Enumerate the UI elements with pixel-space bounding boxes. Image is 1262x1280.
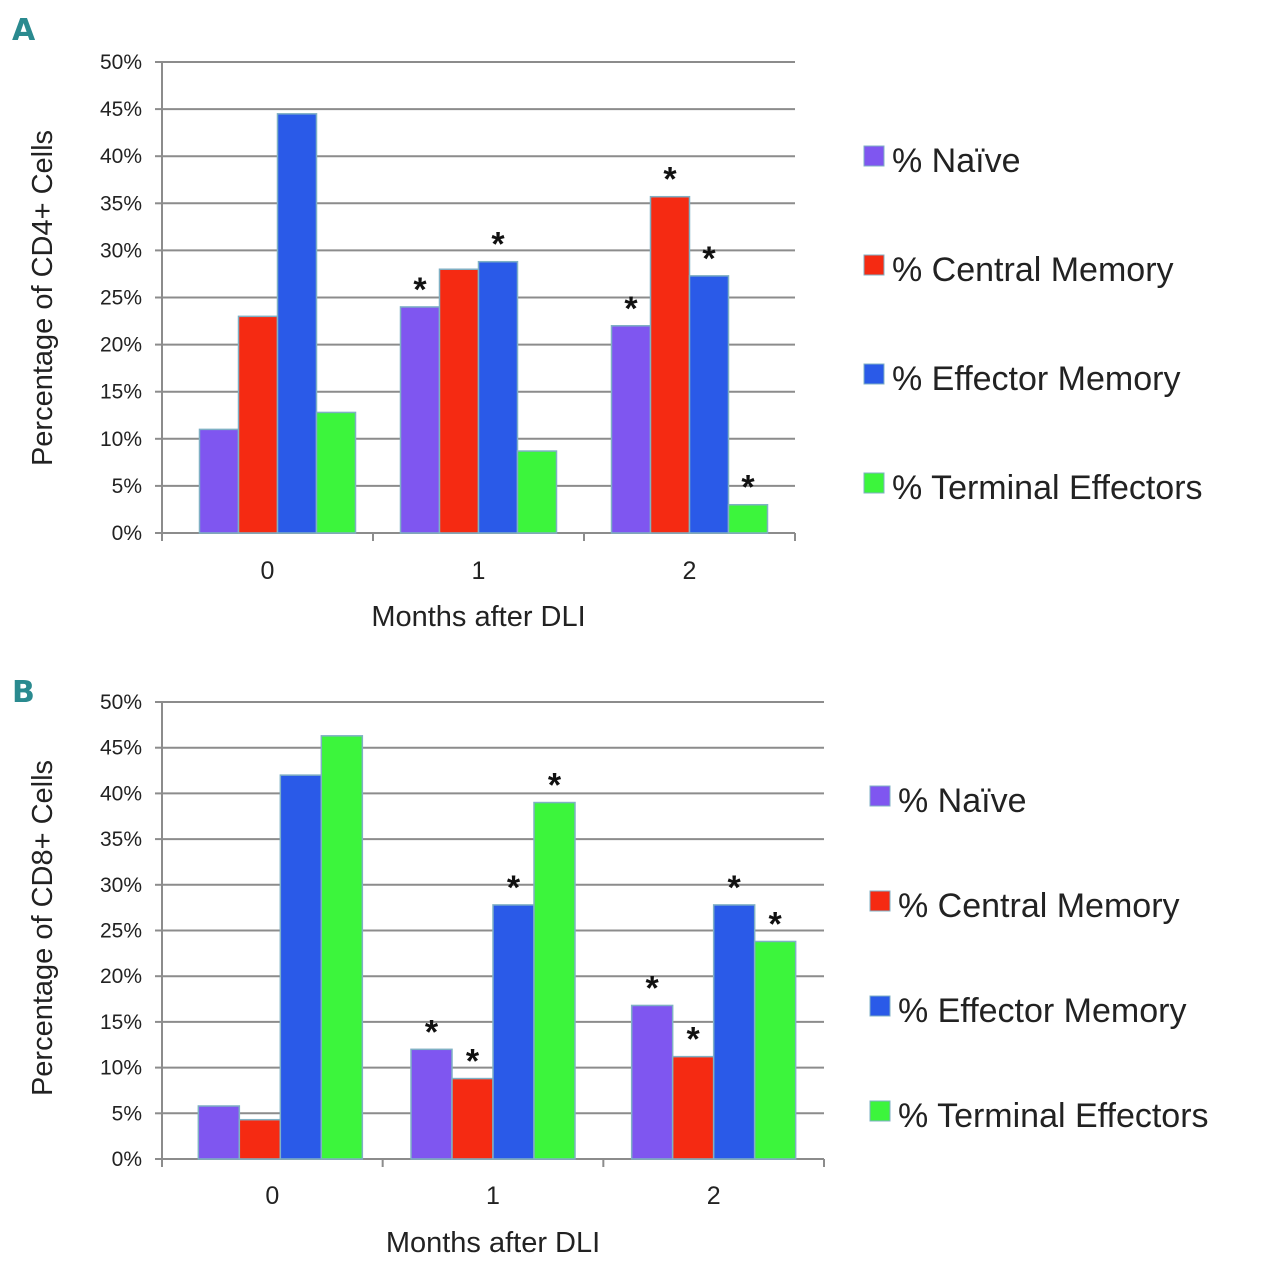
chart-b-y-tick-label: 35% xyxy=(100,828,142,851)
chart-a-y-tick-label: 25% xyxy=(100,287,142,310)
panel-a-letter: A xyxy=(12,13,36,48)
chart-b-legend-label: % Effector Memory xyxy=(898,992,1186,1030)
chart-b-significance-marker: * xyxy=(466,1043,480,1081)
chart-b-significance-marker: * xyxy=(425,1013,439,1051)
panel-b-letter: B xyxy=(12,675,35,710)
chart-a-y-tick-label: 10% xyxy=(100,428,142,451)
chart-a-x-tick-label: 2 xyxy=(683,557,697,585)
chart-b-bar-nave-1 xyxy=(410,1048,453,1160)
chart-b-y-tick-label: 25% xyxy=(100,920,142,943)
chart-b-y-tick-label: 30% xyxy=(100,874,142,897)
chart-b-legend-swatch xyxy=(869,995,891,1017)
chart-b-bar-terminaleffectors-1 xyxy=(533,801,576,1160)
chart-a-x-tick-label: 1 xyxy=(472,557,486,585)
chart-a-x-axis-title: Months after DLI xyxy=(371,601,585,633)
chart-b-bar-terminaleffectors-2 xyxy=(753,940,797,1160)
chart-a-legend-label: % Effector Memory xyxy=(892,360,1180,398)
chart-a-bar-nave-1 xyxy=(399,306,441,534)
chart-a-bar-effectormemory-2 xyxy=(688,275,730,534)
chart-b-x-tick-label: 2 xyxy=(707,1182,721,1210)
chart-b-bar-centralmemory-1 xyxy=(451,1077,494,1160)
chart-b-y-tick-label: 5% xyxy=(112,1102,142,1125)
chart-b-legend-swatch xyxy=(869,890,891,912)
chart-b-legend-swatch xyxy=(869,785,891,807)
chart-b-y-tick-label: 0% xyxy=(112,1148,142,1171)
chart-a-bar-terminaleffectors-0 xyxy=(315,411,357,534)
chart-a-y-tick-label: 30% xyxy=(100,239,142,262)
chart-a-bar-nave-0 xyxy=(198,428,240,534)
chart-a-legend-label: % Naïve xyxy=(892,142,1021,180)
chart-a-y-tick-label: 20% xyxy=(100,334,142,357)
chart-a-bar-nave-2 xyxy=(610,325,652,534)
chart-b-significance-marker: * xyxy=(507,869,521,907)
chart-a-significance-marker: * xyxy=(491,226,505,264)
chart-b-significance-marker: * xyxy=(769,905,783,943)
chart-b-y-tick-label: 40% xyxy=(100,782,142,805)
chart-a-y-tick-label: 35% xyxy=(100,192,142,215)
chart-a-legend-swatch xyxy=(863,145,885,167)
chart-b-significance-marker: * xyxy=(687,1021,701,1059)
chart-a-bar-effectormemory-0 xyxy=(276,113,318,534)
chart-b-legend-swatch xyxy=(869,1100,891,1122)
chart-a-bar-centralmemory-1 xyxy=(438,268,480,534)
chart-a-y-tick-label: 40% xyxy=(100,145,142,168)
chart-panel-a: 0% 5% 10% 15% 20% 25% 30% 35% 40% 45% 50% 0 * * 1 * * * * 2… xyxy=(27,51,1203,633)
chart-a-significance-marker: * xyxy=(624,290,638,328)
chart-b-significance-marker: * xyxy=(548,767,562,805)
chart-b-legend-label: % Terminal Effectors xyxy=(898,1097,1209,1135)
chart-b-significance-marker: * xyxy=(728,869,742,907)
chart-b-y-tick-label: 45% xyxy=(100,737,142,760)
chart-b-y-tick-label: 50% xyxy=(100,691,142,714)
chart-a-bar-terminaleffectors-1 xyxy=(516,450,558,534)
chart-b-legend-label: % Central Memory xyxy=(898,887,1180,925)
chart-a-bar-centralmemory-2 xyxy=(649,195,691,534)
chart-a-y-tick-label: 0% xyxy=(112,522,142,545)
chart-panel-b: 0% 5% 10% 15% 20% 25% 30% 35% 40% 45% 50% 0 * * * * 1 * * *… xyxy=(27,691,1209,1259)
chart-a-y-axis-title: Percentage of CD4+ Cells xyxy=(27,130,59,466)
chart-b-bar-centralmemory-2 xyxy=(671,1055,715,1160)
chart-b-legend-label: % Naïve xyxy=(898,782,1027,820)
chart-a-legend-swatch xyxy=(863,472,885,494)
chart-a-bar-terminaleffectors-2 xyxy=(727,503,769,534)
chart-b-bar-nave-0 xyxy=(197,1105,241,1160)
chart-b-bar-centralmemory-0 xyxy=(238,1118,282,1160)
chart-a-significance-marker: * xyxy=(741,469,755,507)
chart-a-bar-effectormemory-1 xyxy=(477,260,519,534)
chart-a-legend-label: % Terminal Effectors xyxy=(892,469,1203,507)
chart-a-bar-centralmemory-0 xyxy=(237,315,279,534)
chart-b-bar-effectormemory-0 xyxy=(279,774,323,1160)
chart-a-legend-label: % Central Memory xyxy=(892,251,1174,289)
chart-a-significance-marker: * xyxy=(413,271,427,309)
chart-b-x-tick-label: 0 xyxy=(265,1182,279,1210)
chart-a-legend-swatch xyxy=(863,254,885,276)
chart-b-y-tick-label: 10% xyxy=(100,1057,142,1080)
chart-a-x-tick-label: 0 xyxy=(261,557,275,585)
chart-a-y-tick-label: 15% xyxy=(100,381,142,404)
chart-a-significance-marker: * xyxy=(663,161,677,199)
chart-b-bar-nave-2 xyxy=(630,1004,674,1160)
chart-a-y-tick-label: 50% xyxy=(100,51,142,74)
chart-a-significance-marker: * xyxy=(702,240,716,278)
chart-b-x-axis-title: Months after DLI xyxy=(386,1227,600,1259)
chart-b-bar-effectormemory-1 xyxy=(492,904,535,1160)
chart-a-y-tick-label: 45% xyxy=(100,98,142,121)
chart-b-x-tick-label: 1 xyxy=(486,1182,500,1210)
chart-b-y-tick-label: 20% xyxy=(100,965,142,988)
chart-b-significance-marker: * xyxy=(646,969,660,1007)
chart-b-y-axis-title: Percentage of CD8+ Cells xyxy=(27,760,59,1096)
chart-a-legend-swatch xyxy=(863,363,885,385)
chart-b-y-tick-label: 15% xyxy=(100,1011,142,1034)
chart-b-bar-terminaleffectors-0 xyxy=(320,735,364,1160)
chart-b-bar-effectormemory-2 xyxy=(712,904,756,1160)
chart-a-y-tick-label: 5% xyxy=(112,475,142,498)
